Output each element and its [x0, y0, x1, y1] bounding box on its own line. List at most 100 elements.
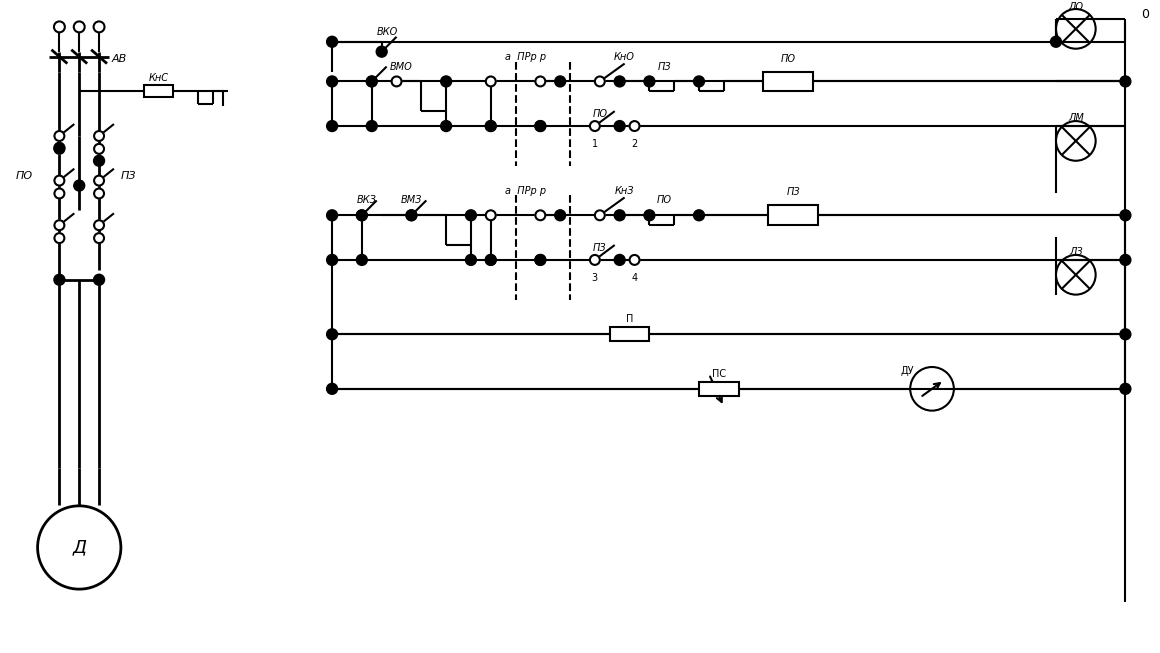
Circle shape — [441, 76, 451, 87]
Circle shape — [595, 76, 604, 86]
Circle shape — [74, 180, 85, 191]
Circle shape — [554, 76, 566, 87]
Circle shape — [94, 131, 104, 141]
Text: КнЗ: КнЗ — [615, 185, 635, 195]
Circle shape — [367, 121, 377, 131]
Circle shape — [55, 274, 65, 285]
Circle shape — [441, 121, 451, 131]
Text: ВМО: ВМО — [390, 61, 413, 72]
Circle shape — [55, 176, 64, 185]
Circle shape — [465, 210, 477, 221]
Text: Д: Д — [72, 539, 86, 556]
Circle shape — [406, 210, 416, 221]
Circle shape — [590, 121, 600, 131]
Circle shape — [94, 144, 104, 154]
Circle shape — [1119, 383, 1131, 394]
Circle shape — [630, 255, 639, 265]
Circle shape — [376, 46, 387, 57]
Circle shape — [536, 121, 545, 131]
Circle shape — [55, 22, 65, 33]
Text: ВМЗ: ВМЗ — [400, 195, 422, 206]
Circle shape — [94, 233, 104, 243]
Circle shape — [55, 131, 64, 141]
Circle shape — [74, 22, 85, 33]
Circle shape — [367, 76, 377, 86]
Text: ПЗ: ПЗ — [658, 61, 672, 72]
Bar — [699, 382, 739, 396]
Circle shape — [614, 76, 625, 87]
Text: ПО: ПО — [593, 109, 608, 119]
Circle shape — [94, 176, 104, 185]
Text: ВКЗ: ВКЗ — [357, 195, 377, 206]
Circle shape — [486, 121, 495, 131]
Text: КнС: КнС — [148, 73, 168, 84]
Circle shape — [94, 189, 104, 199]
Text: ПО: ПО — [781, 54, 796, 63]
Circle shape — [536, 76, 545, 86]
Circle shape — [694, 210, 704, 221]
Text: 4: 4 — [631, 273, 638, 283]
Text: 0: 0 — [1141, 8, 1150, 22]
Circle shape — [486, 255, 495, 265]
Circle shape — [1119, 210, 1131, 221]
Circle shape — [614, 255, 625, 265]
Circle shape — [55, 233, 64, 243]
Circle shape — [535, 255, 546, 265]
Circle shape — [486, 210, 495, 220]
Circle shape — [590, 255, 600, 265]
Circle shape — [485, 255, 496, 265]
Text: П: П — [626, 314, 633, 325]
Circle shape — [406, 210, 416, 220]
Circle shape — [55, 142, 65, 153]
Circle shape — [595, 210, 604, 220]
Circle shape — [465, 255, 477, 265]
Circle shape — [356, 210, 368, 221]
Circle shape — [356, 255, 368, 265]
Circle shape — [536, 255, 545, 265]
Bar — [763, 72, 813, 91]
Circle shape — [55, 144, 64, 154]
Text: КнО: КнО — [614, 52, 635, 61]
Circle shape — [94, 274, 104, 285]
Circle shape — [94, 220, 104, 230]
Circle shape — [94, 22, 104, 33]
Bar — [768, 206, 818, 225]
Text: ПЗ: ПЗ — [593, 243, 607, 253]
Circle shape — [392, 76, 401, 86]
Text: ЛМ: ЛМ — [1068, 113, 1083, 123]
Text: ДУ: ДУ — [900, 366, 914, 376]
Circle shape — [535, 121, 546, 131]
Circle shape — [1119, 76, 1131, 87]
Text: ПЗ: ПЗ — [786, 187, 800, 197]
Text: ПО: ПО — [657, 195, 672, 206]
Circle shape — [327, 210, 338, 221]
Circle shape — [630, 121, 639, 131]
Text: 3: 3 — [592, 273, 597, 283]
Text: ЛО: ЛО — [1068, 2, 1083, 12]
Circle shape — [554, 210, 566, 221]
Circle shape — [55, 220, 64, 230]
Circle shape — [694, 76, 704, 87]
Text: 2: 2 — [631, 139, 638, 149]
Text: а  ПРр р: а ПРр р — [505, 185, 546, 195]
Circle shape — [485, 121, 496, 131]
Text: ПЗ: ПЗ — [121, 170, 137, 181]
Circle shape — [486, 76, 495, 86]
Circle shape — [327, 255, 338, 265]
Circle shape — [644, 76, 655, 87]
Circle shape — [94, 155, 104, 167]
Circle shape — [1119, 329, 1131, 340]
Circle shape — [327, 383, 338, 394]
Bar — [144, 86, 174, 97]
Bar — [610, 327, 650, 342]
Circle shape — [644, 210, 655, 221]
Circle shape — [1119, 255, 1131, 265]
Text: ВКО: ВКО — [377, 27, 398, 37]
Circle shape — [327, 76, 338, 87]
Text: АВ: АВ — [111, 54, 126, 63]
Text: ПС: ПС — [712, 369, 726, 379]
Text: а  ПРр р: а ПРр р — [505, 52, 546, 61]
Text: ПО: ПО — [16, 170, 34, 181]
Circle shape — [327, 329, 338, 340]
Text: ЛЗ: ЛЗ — [1070, 247, 1082, 257]
